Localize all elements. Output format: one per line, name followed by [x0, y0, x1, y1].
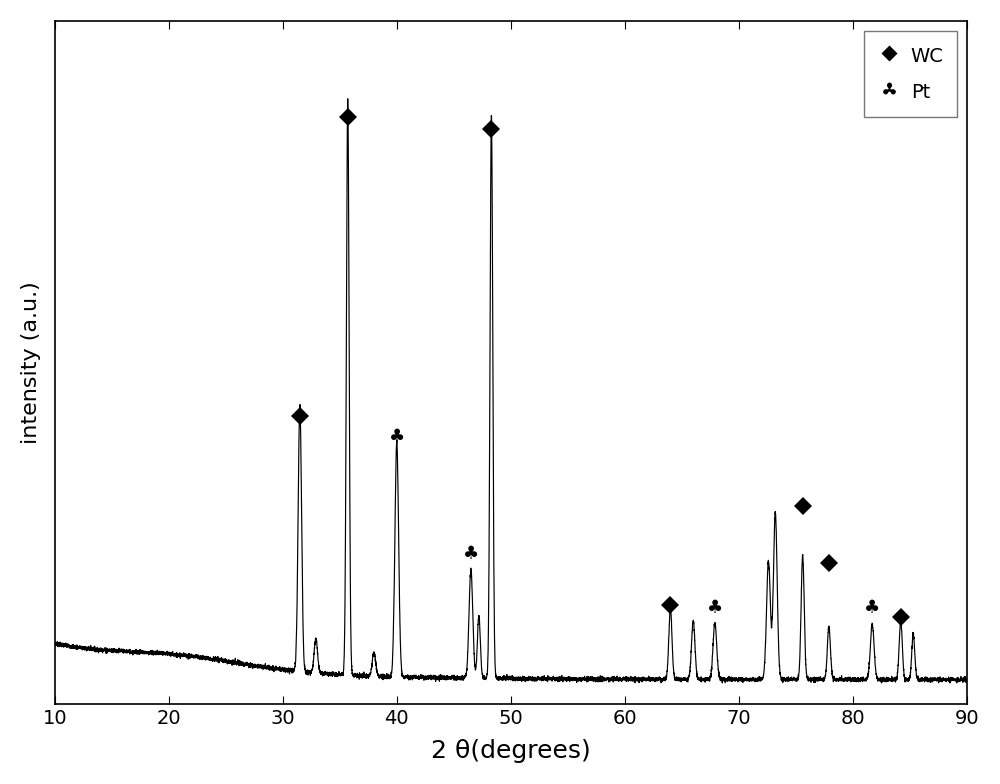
Text: ♣: ♣	[463, 546, 479, 564]
Y-axis label: intensity (a.u.): intensity (a.u.)	[21, 281, 41, 444]
X-axis label: 2 θ(degrees): 2 θ(degrees)	[431, 739, 591, 763]
Text: ♣: ♣	[864, 599, 880, 617]
Legend: WC, Pt: WC, Pt	[864, 31, 957, 117]
Text: ♣: ♣	[389, 428, 405, 446]
Text: ♣: ♣	[707, 599, 723, 617]
